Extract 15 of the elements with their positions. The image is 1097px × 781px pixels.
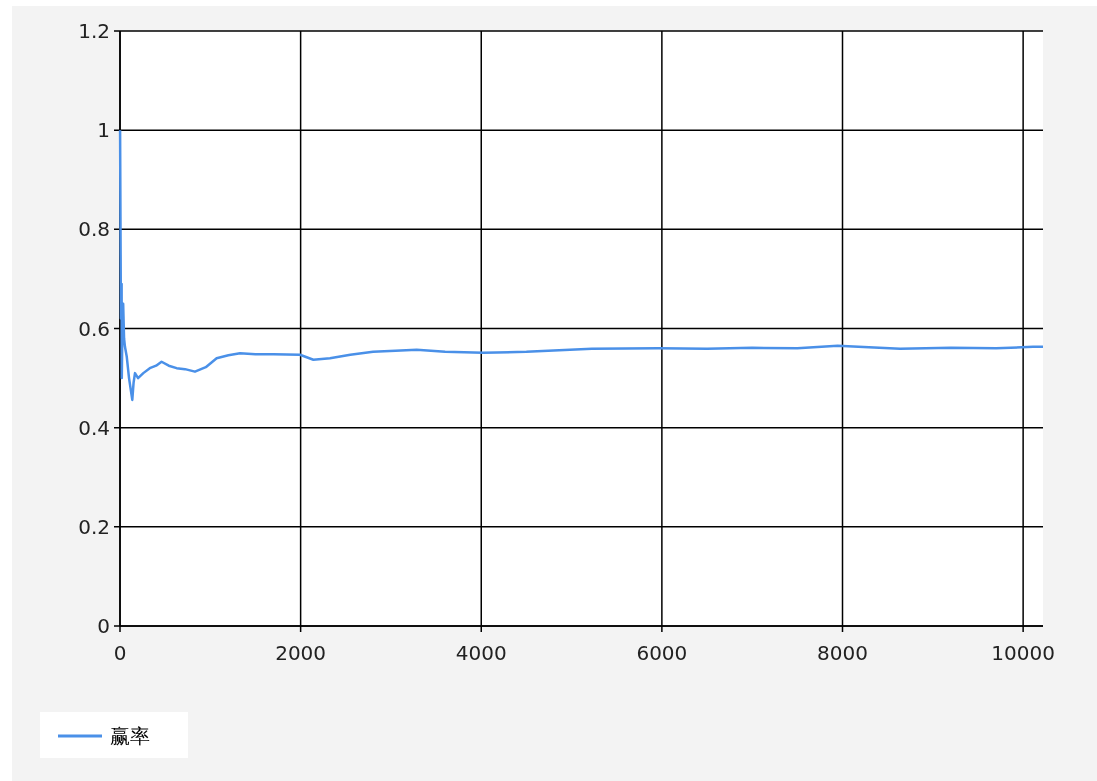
line-series	[118, 128, 1045, 402]
y-tick-label: 0.6	[78, 316, 110, 341]
x-tick-label: 0	[113, 641, 127, 665]
x-tick-label: 2000	[275, 641, 327, 665]
y-tick-label: 0.8	[78, 217, 110, 242]
y-tick-label: 1.2	[78, 19, 110, 43]
legend-label: 赢率	[110, 724, 150, 748]
y-tick-label: 1	[97, 118, 110, 143]
y-tick-label: 0.4	[78, 415, 110, 440]
y-tick-label: 0.2	[78, 514, 110, 539]
x-tick-label: 4000	[455, 641, 507, 665]
x-tick-label: 10000	[991, 641, 1055, 665]
y-tick-label: 0	[97, 614, 110, 638]
x-tick-label: 6000	[636, 641, 688, 665]
x-tick-label: 8000	[817, 641, 868, 665]
